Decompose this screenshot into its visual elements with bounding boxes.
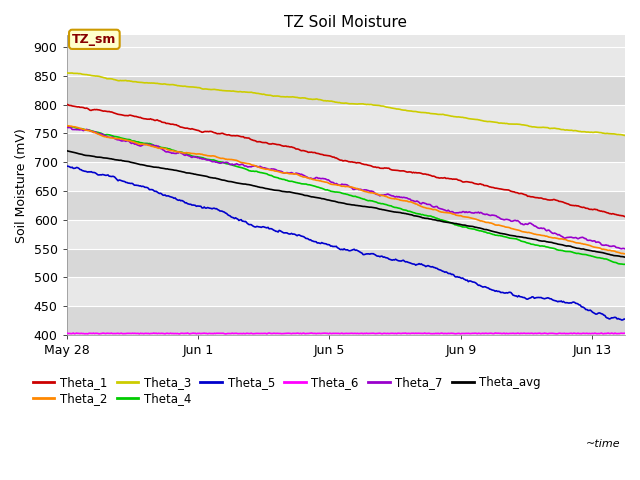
Theta_4 — [332, 189, 339, 195]
Theta_1 — [328, 154, 335, 159]
Theta_6 — [366, 331, 374, 336]
Theta_3 — [395, 107, 403, 112]
Bar — [67, 47, 625, 76]
Theta_5 — [618, 317, 625, 323]
Theta_4 — [621, 262, 629, 267]
Theta_avg — [332, 199, 339, 204]
Theta_2 — [64, 123, 72, 129]
Theta_3 — [328, 98, 335, 104]
Theta_3 — [63, 70, 70, 76]
Title: TZ Soil Moisture: TZ Soil Moisture — [284, 15, 407, 30]
Bar — [67, 220, 625, 249]
Theta_4 — [608, 259, 616, 264]
Theta_6 — [396, 331, 404, 336]
Theta_2 — [396, 197, 404, 203]
Theta_1 — [608, 211, 616, 217]
Theta_4 — [395, 205, 403, 211]
Theta_2 — [366, 190, 374, 195]
Theta_6 — [176, 331, 184, 337]
Theta_7 — [621, 246, 629, 252]
Theta_5 — [396, 258, 404, 264]
Bar — [67, 105, 625, 133]
Bar — [67, 306, 625, 335]
Theta_avg — [621, 254, 629, 260]
Theta_avg — [63, 148, 70, 154]
Theta_1 — [365, 162, 372, 168]
Bar — [67, 133, 625, 162]
Theta_5 — [64, 163, 72, 169]
Theta_7 — [608, 243, 616, 249]
Theta_2 — [621, 251, 629, 257]
Theta_avg — [608, 252, 616, 258]
Theta_5 — [522, 295, 529, 301]
Theta_7 — [63, 123, 70, 129]
Line: Theta_7: Theta_7 — [67, 126, 625, 249]
Line: Theta_4: Theta_4 — [67, 126, 625, 264]
Theta_5 — [609, 315, 616, 321]
Y-axis label: Soil Moisture (mV): Soil Moisture (mV) — [15, 128, 28, 242]
Theta_4 — [63, 123, 70, 129]
Theta_3 — [332, 99, 339, 105]
Theta_avg — [328, 198, 335, 204]
Line: Theta_avg: Theta_avg — [67, 151, 625, 257]
Theta_1 — [332, 155, 339, 161]
Theta_2 — [609, 248, 616, 254]
Theta_6 — [492, 330, 499, 336]
Bar — [67, 76, 625, 105]
Theta_6 — [332, 331, 340, 336]
Theta_1 — [621, 214, 629, 219]
Text: ~time: ~time — [586, 439, 621, 449]
Theta_4 — [520, 239, 528, 245]
Theta_6 — [523, 331, 531, 336]
Theta_1 — [63, 102, 70, 108]
Theta_3 — [621, 132, 629, 138]
Theta_2 — [329, 181, 337, 187]
Line: Theta_1: Theta_1 — [67, 105, 625, 216]
Bar — [67, 191, 625, 220]
Theta_1 — [520, 192, 528, 197]
Theta_avg — [365, 204, 372, 210]
Theta_3 — [365, 102, 372, 108]
Theta_avg — [520, 235, 528, 240]
Theta_5 — [366, 251, 374, 257]
Theta_7 — [332, 181, 339, 187]
Theta_4 — [328, 189, 335, 194]
Theta_5 — [63, 163, 70, 169]
Line: Theta_6: Theta_6 — [67, 333, 625, 334]
Legend: Theta_1, Theta_2, Theta_3, Theta_4, Theta_5, Theta_6, Theta_7, Theta_avg: Theta_1, Theta_2, Theta_3, Theta_4, Thet… — [28, 371, 546, 410]
Theta_3 — [608, 131, 616, 137]
Theta_5 — [621, 316, 629, 322]
Theta_4 — [620, 262, 628, 267]
Theta_5 — [332, 243, 340, 249]
Theta_avg — [395, 210, 403, 216]
Line: Theta_2: Theta_2 — [67, 126, 625, 254]
Bar — [67, 249, 625, 277]
Theta_7 — [365, 188, 372, 193]
Theta_1 — [395, 168, 403, 174]
Theta_6 — [63, 330, 70, 336]
Line: Theta_5: Theta_5 — [67, 166, 625, 320]
Theta_7 — [328, 180, 335, 185]
Theta_6 — [621, 330, 629, 336]
Theta_6 — [610, 331, 618, 336]
Theta_4 — [365, 198, 372, 204]
Theta_5 — [329, 244, 337, 250]
Theta_2 — [63, 123, 70, 129]
Theta_7 — [520, 222, 528, 228]
Theta_3 — [520, 122, 528, 128]
Text: TZ_sm: TZ_sm — [72, 33, 116, 46]
Theta_7 — [395, 194, 403, 200]
Theta_2 — [522, 229, 529, 235]
Bar — [67, 277, 625, 306]
Theta_6 — [329, 330, 337, 336]
Bar — [67, 162, 625, 191]
Line: Theta_3: Theta_3 — [67, 73, 625, 135]
Theta_2 — [332, 182, 340, 188]
